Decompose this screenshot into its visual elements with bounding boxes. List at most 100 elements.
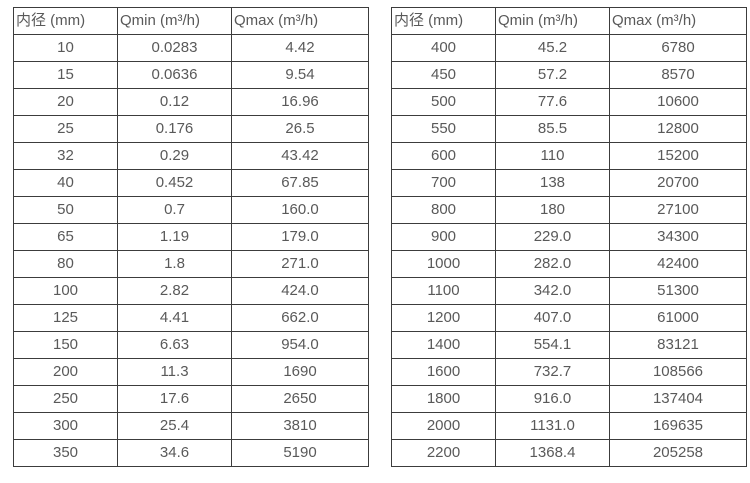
cell-qmax: 954.0 <box>231 331 369 359</box>
cell-qmin: 25.4 <box>117 412 232 440</box>
cell-qmax: 42400 <box>609 250 747 278</box>
cell-qmax: 4.42 <box>231 34 369 62</box>
cell-diameter: 1600 <box>391 358 496 386</box>
table-row: 20 0.12 16.96 <box>13 88 369 116</box>
cell-diameter: 2200 <box>391 439 496 467</box>
cell-qmin: 45.2 <box>495 34 610 62</box>
cell-diameter: 350 <box>13 439 118 467</box>
table-row: 1100 342.0 51300 <box>391 277 747 305</box>
cell-diameter: 125 <box>13 304 118 332</box>
cell-qmax: 12800 <box>609 115 747 143</box>
table-row: 2200 1368.4 205258 <box>391 439 747 467</box>
cell-qmax: 6780 <box>609 34 747 62</box>
cell-qmin: 0.12 <box>117 88 232 116</box>
cell-qmin: 11.3 <box>117 358 232 386</box>
column-header: Qmax (m³/h) <box>231 7 369 35</box>
cell-diameter: 700 <box>391 169 496 197</box>
table-row: 80 1.8 271.0 <box>13 250 369 278</box>
cell-qmin: 554.1 <box>495 331 610 359</box>
cell-qmax: 271.0 <box>231 250 369 278</box>
cell-qmin: 0.176 <box>117 115 232 143</box>
table-row: 350 34.6 5190 <box>13 439 369 467</box>
table-row: 300 25.4 3810 <box>13 412 369 440</box>
cell-qmin: 0.452 <box>117 169 232 197</box>
cell-diameter: 1200 <box>391 304 496 332</box>
cell-qmax: 16.96 <box>231 88 369 116</box>
cell-diameter: 20 <box>13 88 118 116</box>
cell-diameter: 600 <box>391 142 496 170</box>
header-row: 内径 (mm) Qmin (m³/h) Qmax (m³/h) <box>391 7 747 35</box>
table-row: 500 77.6 10600 <box>391 88 747 116</box>
cell-qmax: 2650 <box>231 385 369 413</box>
cell-qmin: 180 <box>495 196 610 224</box>
cell-qmin: 342.0 <box>495 277 610 305</box>
cell-qmax: 67.85 <box>231 169 369 197</box>
flow-table-right-body: 400 45.2 6780 450 57.2 8570 500 77.6 10600 550 85.… <box>391 34 747 467</box>
table-row: 125 4.41 662.0 <box>13 304 369 332</box>
cell-diameter: 100 <box>13 277 118 305</box>
cell-qmax: 51300 <box>609 277 747 305</box>
cell-qmin: 0.29 <box>117 142 232 170</box>
table-row: 1200 407.0 61000 <box>391 304 747 332</box>
table-row: 150 6.63 954.0 <box>13 331 369 359</box>
cell-qmax: 179.0 <box>231 223 369 251</box>
cell-qmin: 282.0 <box>495 250 610 278</box>
table-row: 50 0.7 160.0 <box>13 196 369 224</box>
cell-qmax: 3810 <box>231 412 369 440</box>
cell-qmin: 0.0636 <box>117 61 232 89</box>
cell-diameter: 2000 <box>391 412 496 440</box>
cell-qmin: 4.41 <box>117 304 232 332</box>
table-row: 1000 282.0 42400 <box>391 250 747 278</box>
cell-qmin: 0.0283 <box>117 34 232 62</box>
cell-qmax: 27100 <box>609 196 747 224</box>
cell-qmin: 1.8 <box>117 250 232 278</box>
flow-table-right: 内径 (mm) Qmin (m³/h) Qmax (m³/h) 400 45.2 678… <box>391 7 747 467</box>
table-row: 250 17.6 2650 <box>13 385 369 413</box>
cell-diameter: 1800 <box>391 385 496 413</box>
column-header: 内径 (mm) <box>13 7 118 35</box>
cell-diameter: 300 <box>13 412 118 440</box>
cell-qmax: 205258 <box>609 439 747 467</box>
cell-qmax: 169635 <box>609 412 747 440</box>
cell-qmin: 57.2 <box>495 61 610 89</box>
cell-qmin: 85.5 <box>495 115 610 143</box>
table-row: 1600 732.7 108566 <box>391 358 747 386</box>
table-row: 450 57.2 8570 <box>391 61 747 89</box>
cell-diameter: 800 <box>391 196 496 224</box>
cell-diameter: 1100 <box>391 277 496 305</box>
cell-diameter: 80 <box>13 250 118 278</box>
cell-qmax: 83121 <box>609 331 747 359</box>
cell-diameter: 15 <box>13 61 118 89</box>
table-row: 2000 1131.0 169635 <box>391 412 747 440</box>
cell-qmin: 407.0 <box>495 304 610 332</box>
cell-qmax: 662.0 <box>231 304 369 332</box>
cell-qmax: 20700 <box>609 169 747 197</box>
cell-qmin: 916.0 <box>495 385 610 413</box>
table-row: 32 0.29 43.42 <box>13 142 369 170</box>
cell-qmin: 732.7 <box>495 358 610 386</box>
cell-diameter: 250 <box>13 385 118 413</box>
cell-qmin: 110 <box>495 142 610 170</box>
cell-qmax: 1690 <box>231 358 369 386</box>
cell-diameter: 150 <box>13 331 118 359</box>
cell-qmin: 229.0 <box>495 223 610 251</box>
cell-diameter: 32 <box>13 142 118 170</box>
cell-qmin: 17.6 <box>117 385 232 413</box>
cell-qmax: 9.54 <box>231 61 369 89</box>
cell-diameter: 400 <box>391 34 496 62</box>
table-row: 600 110 15200 <box>391 142 747 170</box>
cell-diameter: 1400 <box>391 331 496 359</box>
cell-qmin: 1368.4 <box>495 439 610 467</box>
cell-qmin: 1.19 <box>117 223 232 251</box>
cell-qmax: 160.0 <box>231 196 369 224</box>
table-row: 700 138 20700 <box>391 169 747 197</box>
table-row: 10 0.0283 4.42 <box>13 34 369 62</box>
table-row: 1400 554.1 83121 <box>391 331 747 359</box>
cell-diameter: 10 <box>13 34 118 62</box>
table-row: 1800 916.0 137404 <box>391 385 747 413</box>
cell-qmax: 43.42 <box>231 142 369 170</box>
cell-qmax: 108566 <box>609 358 747 386</box>
column-header: Qmin (m³/h) <box>117 7 232 35</box>
cell-qmin: 6.63 <box>117 331 232 359</box>
table-row: 800 180 27100 <box>391 196 747 224</box>
